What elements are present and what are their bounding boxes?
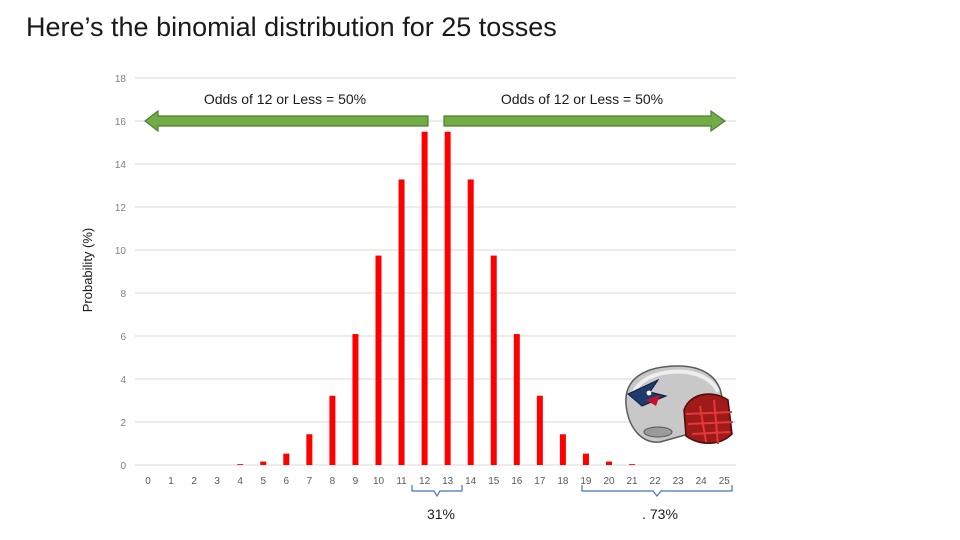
football-helmet-icon <box>625 365 734 445</box>
y-tick-label: 2 <box>120 418 126 429</box>
x-tick-label: 1 <box>168 476 174 487</box>
right-arrow-label: Odds of 12 or Less = 50% <box>501 91 663 107</box>
x-tick-label: 18 <box>557 476 569 487</box>
y-tick-label: 10 <box>115 246 127 257</box>
y-tick-label: 14 <box>115 160 127 171</box>
y-tick-label: 4 <box>120 375 126 386</box>
x-tick-label: 20 <box>603 476 615 487</box>
x-tick-label: 25 <box>719 476 731 487</box>
bar-8 <box>329 395 336 465</box>
bar-15 <box>490 255 497 465</box>
bar-16 <box>513 334 520 465</box>
x-tick-label: 22 <box>650 476 662 487</box>
bar-11 <box>398 179 405 466</box>
x-tick-label: 21 <box>626 476 638 487</box>
x-tick-label: 6 <box>284 476 290 487</box>
bar-14 <box>467 179 474 466</box>
x-tick-label: 15 <box>488 476 500 487</box>
x-tick-label: 11 <box>396 476 407 487</box>
x-tick-label: 19 <box>580 476 592 487</box>
x-tick-label: 24 <box>696 476 708 487</box>
right-arrow <box>443 109 727 133</box>
x-tick-label: 2 <box>191 476 197 487</box>
x-tick-label: 5 <box>260 476 266 487</box>
x-tick-label: 16 <box>511 476 523 487</box>
x-axis-ticks: 0 1 2 3 4 5 6 7 8 9 10 11 12 13 14 15 16 17 18 19 20 21 22 23 24… <box>145 476 730 487</box>
x-tick-label: 10 <box>373 476 385 487</box>
center-bracket-label: 31% <box>427 506 455 522</box>
x-tick-label: 0 <box>145 476 151 487</box>
bars <box>237 131 636 466</box>
bar-13 <box>444 131 451 465</box>
x-tick-label: 14 <box>465 476 477 487</box>
y-tick-label: 12 <box>115 203 127 214</box>
x-tick-label: 3 <box>214 476 220 487</box>
bar-21 <box>629 464 636 465</box>
bar-6 <box>283 453 290 465</box>
center-bracket <box>411 485 463 498</box>
left-arrow <box>144 109 429 133</box>
y-tick-label: 18 <box>115 74 127 85</box>
left-arrow-label: Odds of 12 or Less = 50% <box>204 91 366 107</box>
y-axis-label: Probability (%) <box>80 228 95 313</box>
y-axis-ticks: 0 2 4 6 8 10 12 14 16 18 <box>115 74 127 472</box>
bar-7 <box>306 434 313 465</box>
bar-17 <box>536 395 543 465</box>
y-tick-label: 16 <box>115 117 127 128</box>
bar-18 <box>559 434 566 465</box>
x-tick-label: 7 <box>307 476 313 487</box>
tail-bracket-label: . 73% <box>642 506 678 522</box>
y-tick-label: 8 <box>120 289 126 300</box>
tail-bracket <box>581 485 733 497</box>
bar-20 <box>606 461 612 465</box>
x-tick-label: 13 <box>442 476 454 487</box>
bar-12 <box>421 131 428 465</box>
y-tick-label: 0 <box>120 461 126 472</box>
slide-title: Here’s the binomial distribution for 25 … <box>26 12 557 42</box>
x-tick-label: 12 <box>419 476 431 487</box>
bar-5 <box>260 461 267 465</box>
bar-19 <box>582 453 589 465</box>
bar-10 <box>375 255 382 465</box>
bar-9 <box>352 334 359 465</box>
x-tick-label: 8 <box>330 476 336 487</box>
bar-4 <box>237 464 244 465</box>
x-tick-label: 4 <box>237 476 243 487</box>
x-tick-label: 17 <box>534 476 546 487</box>
x-tick-label: 9 <box>353 476 359 487</box>
y-tick-label: 6 <box>120 332 126 343</box>
x-tick-label: 23 <box>673 476 685 487</box>
